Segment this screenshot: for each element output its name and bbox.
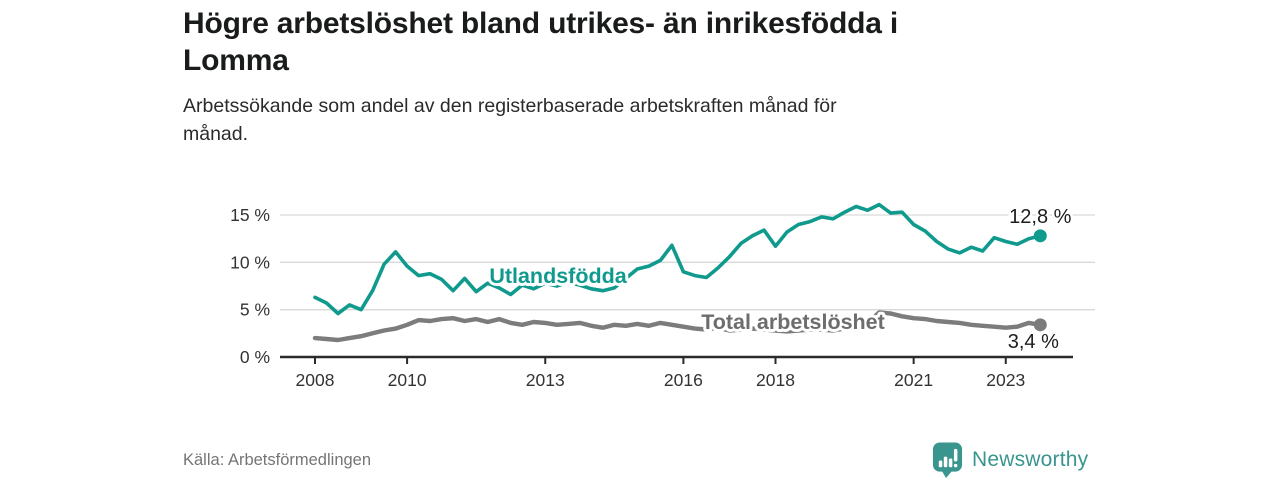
series-end-dot [1033, 318, 1047, 332]
x-axis-tick-label: 2021 [894, 370, 933, 390]
series-end-value-label: 3,4 % [1008, 331, 1059, 353]
source-note: Källa: Arbetsförmedlingen [183, 451, 372, 469]
chart-subtitle: Arbetssökande som andel av den registerb… [183, 95, 837, 145]
x-axis-tick-label: 2016 [664, 370, 703, 390]
series-label-utlandsfodda: Utlandsfödda [489, 264, 627, 288]
page-title: Högre arbetslöshet bland utrikes- än inr… [183, 7, 898, 77]
line-chart: 15 % 10 % 5 % 0 % 2008 2010 2013 2016 2018 2021 20… [120, 185, 1120, 410]
x-axis-tick-label: 2010 [388, 370, 427, 390]
series-label-total: Total arbetslöshet [701, 310, 885, 334]
chart-canvas: 15 % 10 % 5 % 0 % 2008 2010 2013 2016 2018 2021 20… [230, 202, 1095, 390]
y-axis-tick-label: 10 % [230, 252, 270, 272]
y-axis-tick-label: 15 % [230, 205, 270, 225]
series-line-total [312, 310, 1043, 343]
newsworthy-logo[interactable]: Newsworthy [931, 441, 1088, 479]
newsworthy-bubble-icon [932, 442, 963, 478]
y-axis-tick-label: 0 % [240, 347, 270, 367]
series-end-dot [1033, 229, 1047, 243]
y-axis-tick-label: 5 % [240, 300, 270, 320]
x-axis-tick-label: 2023 [986, 370, 1025, 390]
x-axis-tick-label: 2008 [296, 370, 335, 390]
series-line-utlandsfodda [313, 202, 1043, 316]
x-axis-tick-label: 2013 [526, 370, 565, 390]
newsworthy-wordmark: Newsworthy [972, 448, 1089, 471]
series-end-value-label: 12,8 % [1009, 206, 1071, 228]
x-axis-tick-label: 2018 [756, 370, 795, 390]
